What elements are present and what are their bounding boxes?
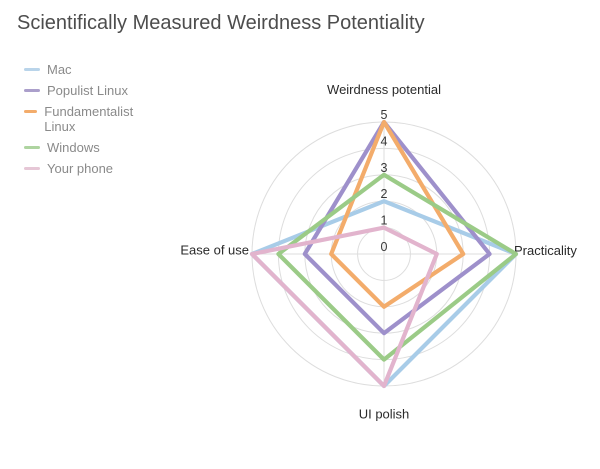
svg-text:Practicality: Practicality bbox=[514, 243, 577, 258]
svg-text:UI polish: UI polish bbox=[359, 407, 410, 422]
svg-text:Ease of use: Ease of use bbox=[180, 243, 249, 258]
svg-text:3: 3 bbox=[381, 161, 388, 175]
svg-text:4: 4 bbox=[381, 134, 388, 148]
svg-text:2: 2 bbox=[381, 187, 388, 201]
svg-text:1: 1 bbox=[381, 214, 388, 228]
svg-text:Weirdness potential: Weirdness potential bbox=[327, 82, 441, 97]
svg-text:5: 5 bbox=[381, 108, 388, 122]
svg-text:0: 0 bbox=[381, 240, 388, 254]
